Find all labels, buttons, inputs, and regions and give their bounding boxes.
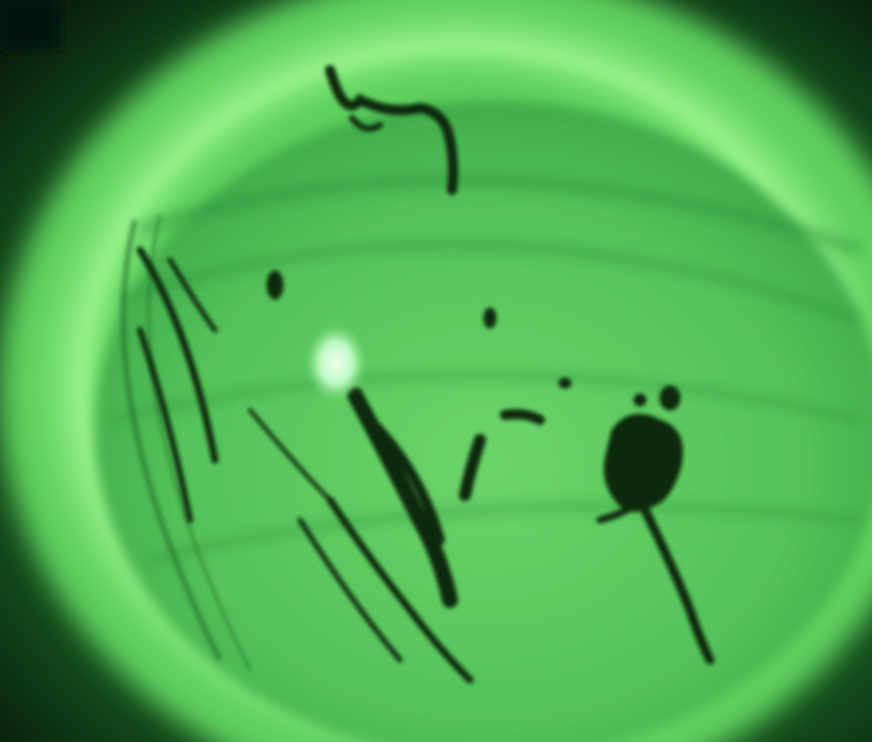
deposit-right-blotch (603, 413, 683, 512)
deposit-mid-blob (459, 434, 486, 501)
glare-reflection (306, 325, 366, 401)
deposits (136, 65, 715, 684)
corner-shadow (0, 0, 60, 50)
lens-bands (114, 172, 863, 564)
deposit-diagonal-1 (136, 246, 219, 464)
deposit-top-squiggle (325, 65, 459, 195)
